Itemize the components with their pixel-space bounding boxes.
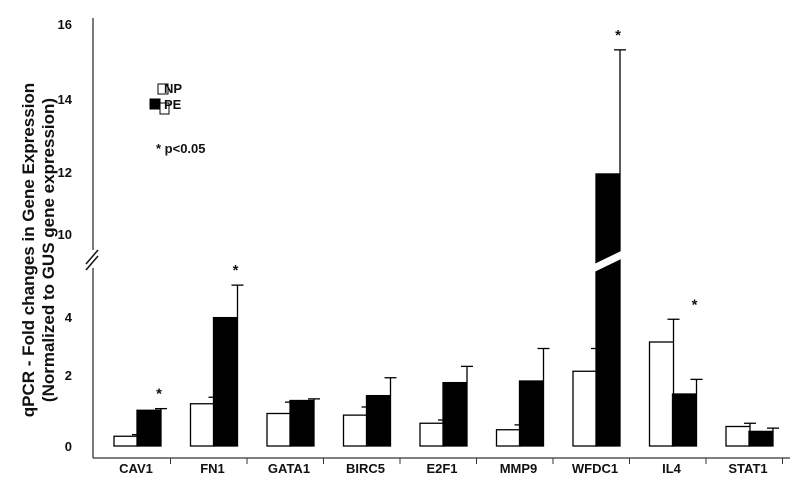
x-tick-label: E2F1: [426, 461, 457, 476]
y-tick-label: 10: [58, 227, 72, 242]
legend-label-np: NP: [164, 81, 182, 96]
y-tick-label: 16: [58, 17, 72, 32]
bars: [113, 173, 774, 447]
bar-pe: [595, 173, 621, 447]
bar-np: [266, 412, 292, 447]
x-tick-label: WFDC1: [572, 461, 618, 476]
bar-pe: [748, 430, 774, 447]
bar-np: [342, 414, 369, 447]
bar-break-gap: [586, 238, 648, 276]
y-tick-label: 14: [58, 92, 73, 107]
y-tick-label: 0: [65, 439, 72, 454]
x-tick-label: MMP9: [500, 461, 538, 476]
bar-pe: [365, 394, 392, 447]
y-axis-label-line2: (Normalized to GUS gene expression): [39, 98, 58, 402]
y-tick-label: 2: [65, 368, 72, 383]
bar-np: [189, 403, 216, 447]
axis-break-mark-1: [85, 249, 99, 265]
legend-label-pe: PE: [164, 97, 182, 112]
x-tick-label: GATA1: [268, 461, 310, 476]
bar-pe: [671, 393, 698, 447]
y-tick-label: 12: [58, 165, 72, 180]
legend-swatch-pe: [149, 98, 161, 110]
significance-markers: * * * *: [156, 27, 698, 403]
legend-swatch-np: [157, 83, 169, 95]
bar-np: [725, 425, 751, 447]
legend-swatch-pe-shadow: [159, 102, 170, 115]
bar-np: [419, 422, 445, 447]
significance-note: * p<0.05: [156, 141, 206, 156]
bar-pe: [136, 409, 162, 447]
bar-pe: [289, 399, 315, 447]
bar-np: [495, 429, 522, 447]
bar-pe: [518, 380, 545, 447]
x-tick-labels: CAV1 FN1 GATA1 BIRC5 E2F1 MMP9 WFDC1 IL4 STAT1: [119, 458, 783, 476]
bar-pe: [442, 381, 468, 447]
legend: NP PE * p<0.05: [149, 81, 206, 156]
bar-np: [113, 435, 139, 447]
x-tick-label: CAV1: [119, 461, 153, 476]
y-axis-label: qPCR - Fold changes in Gene Expression (…: [19, 83, 58, 417]
axis-break-mark-2: [85, 255, 99, 271]
bar-np: [572, 370, 598, 447]
x-tick-label: STAT1: [728, 461, 767, 476]
y-tick-labels: 0 2 4 10 12 14 16: [58, 17, 73, 454]
x-tick-label: IL4: [662, 461, 682, 476]
bar-np: [648, 341, 675, 447]
significance-star: *: [692, 296, 698, 313]
x-tick-label: FN1: [200, 461, 225, 476]
y-axis-label-line1: qPCR - Fold changes in Gene Expression: [19, 83, 38, 417]
x-tick-label: BIRC5: [346, 461, 385, 476]
axes: [85, 18, 790, 459]
y-tick-label: 4: [65, 310, 73, 325]
bar-pe: [212, 316, 239, 447]
error-bars: [132, 49, 779, 437]
significance-star: *: [233, 262, 239, 279]
significance-star: *: [615, 27, 621, 44]
significance-star: *: [156, 386, 162, 403]
